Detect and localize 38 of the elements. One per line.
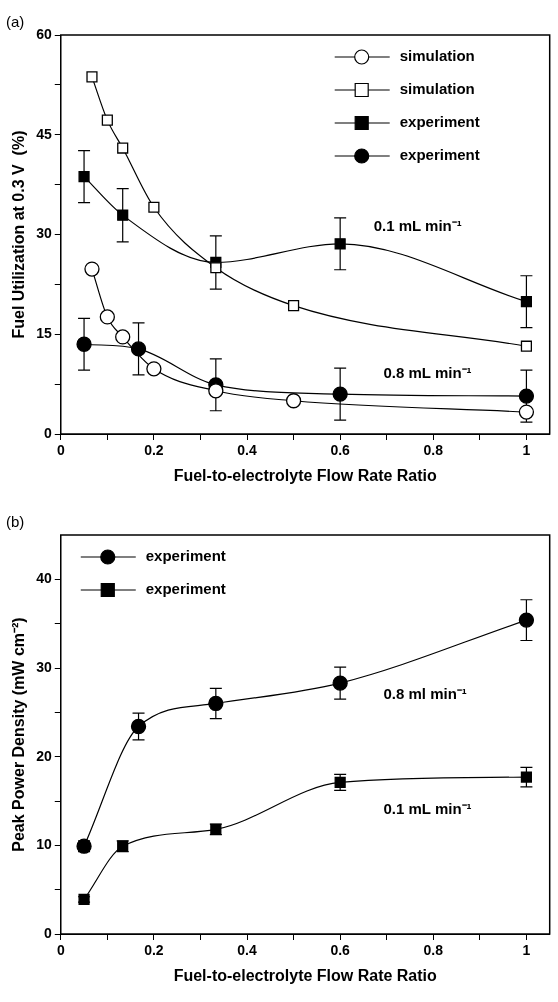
x-axis-title: Fuel-to-electrolyte Flow Rate Ratio bbox=[173, 966, 438, 984]
legend-label: experiment bbox=[145, 547, 226, 565]
y-tick-label: 40 bbox=[36, 570, 52, 587]
x-tick-label: 0.4 bbox=[237, 442, 257, 459]
x-tick-label: 0.2 bbox=[144, 442, 164, 459]
legend-label: experiment bbox=[399, 146, 480, 164]
y-axis-title: Peak Power Density (mW cm⁻²) bbox=[10, 617, 28, 852]
x-tick-label: 1 bbox=[522, 942, 531, 959]
annotation: 0.8 mL min⁻¹ bbox=[383, 364, 472, 382]
annotation: 0.1 mL min⁻¹ bbox=[373, 216, 462, 234]
x-tick-label: 0.6 bbox=[330, 942, 351, 959]
legend-label: simulation bbox=[399, 47, 475, 65]
x-tick-label: 0 bbox=[56, 942, 65, 959]
y-tick-label: 0 bbox=[43, 424, 52, 441]
y-axis-title: Fuel Utilization at 0.3 V (%) bbox=[10, 130, 28, 339]
x-tick-label: 0.8 bbox=[423, 942, 444, 959]
x-tick-label: 0.2 bbox=[144, 942, 164, 959]
y-tick-label: 30 bbox=[36, 225, 52, 242]
y-tick-label: 60 bbox=[36, 25, 52, 42]
legend-label: experiment bbox=[399, 113, 480, 131]
x-tick-label: 0 bbox=[56, 442, 65, 459]
y-tick-label: 0 bbox=[43, 924, 52, 941]
legend-label: experiment bbox=[145, 580, 226, 598]
chart-title: (a) bbox=[6, 13, 25, 31]
annotation: 0.8 ml min⁻¹ bbox=[383, 684, 467, 702]
x-tick-label: 0.8 bbox=[423, 442, 444, 459]
legend-label: simulation bbox=[399, 80, 475, 98]
x-tick-label: 0.6 bbox=[330, 442, 351, 459]
y-tick-label: 20 bbox=[36, 747, 52, 764]
y-tick-label: 30 bbox=[36, 658, 52, 675]
x-tick-label: 0.4 bbox=[237, 942, 257, 959]
chart-title: (b) bbox=[6, 513, 25, 531]
x-tick-label: 1 bbox=[522, 442, 531, 459]
annotation: 0.1 mL min⁻¹ bbox=[383, 800, 472, 818]
y-tick-label: 10 bbox=[36, 836, 52, 853]
x-axis-title: Fuel-to-electrolyte Flow Rate Ratio bbox=[173, 466, 438, 484]
y-tick-label: 15 bbox=[36, 325, 52, 342]
y-tick-label: 45 bbox=[36, 125, 52, 142]
